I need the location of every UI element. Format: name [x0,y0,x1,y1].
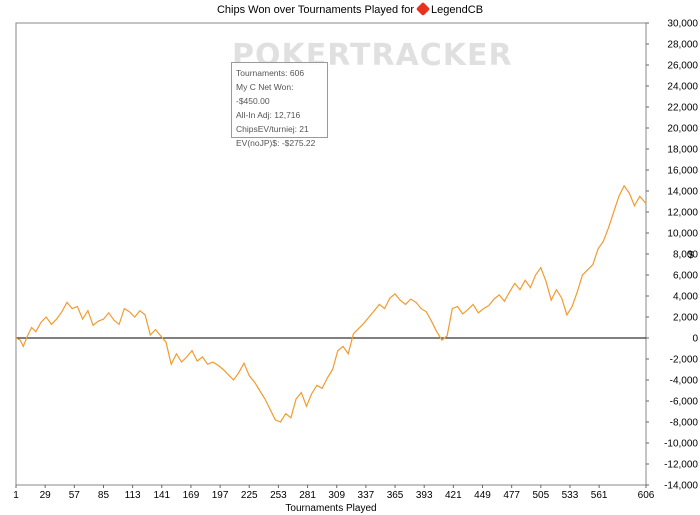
x-tick-label: 449 [474,490,491,501]
x-tick-label: 85 [98,490,110,501]
x-tick-label: 477 [503,490,520,501]
x-tick-label: 253 [270,490,287,501]
y-tick-label: -12,000 [664,460,698,471]
y-tick-label: -4,000 [670,376,699,387]
x-tick-label: 113 [125,490,141,501]
stats-tooltip: Tournaments: 606 My C Net Won: -$450.00 … [231,62,328,148]
x-tick-label: 393 [416,490,433,501]
x-axis: 1 29 57 85 113 141 169 197 225 253 281 309 337 365 393… [13,485,655,501]
y-axis-title: $ [688,250,694,261]
y-tick-label: 6,000 [673,271,698,282]
x-tick-label: 169 [183,490,200,501]
x-axis-title: Tournaments Played [285,503,376,514]
x-tick-label: 225 [241,490,258,501]
tooltip-line-tournaments: Tournaments: 606 [236,68,305,78]
x-tick-label: 533 [562,490,579,501]
y-tick-label: -2,000 [670,355,699,366]
tooltip-line-ev: EV(noJP)$: -$275.22 [236,138,316,148]
y-tick-label: 0 [692,334,698,345]
tooltip-line-allin-adj: All-In Adj: 12,716 [236,110,301,120]
player-name: LegendCB [431,4,484,16]
x-tick-label: 29 [40,490,52,501]
y-tick-label: -10,000 [664,439,698,450]
y-tick-label: 2,000 [673,313,698,324]
x-tick-label: 337 [358,490,375,501]
x-tick-label: 309 [328,490,345,501]
chart-title-text: Chips Won over Tournaments Played for [216,4,415,16]
x-tick-label: 197 [212,490,229,501]
x-tick-label: 561 [591,490,608,501]
tooltip-line-chipsev: ChipsEV/turniej: 21 [236,124,309,134]
x-tick-label: 606 [638,490,655,501]
x-tick-label: 141 [153,490,170,501]
x-tick-label: 421 [445,490,462,501]
y-tick-label: 16,000 [667,166,698,177]
y-tick-label: 20,000 [667,124,698,135]
x-tick-label: 57 [69,490,81,501]
x-tick-label: 1 [13,490,19,501]
y-tick-label: 18,000 [667,145,698,156]
tooltip-line-net-won: My C Net Won: -$450.00 [236,82,294,106]
y-tick-label: 14,000 [667,187,698,198]
y-tick-label: -6,000 [670,397,699,408]
y-tick-label: -14,000 [664,481,698,492]
y-tick-label: 28,000 [667,40,698,51]
y-tick-label: 12,000 [667,208,698,219]
chart-title: Chips Won over Tournaments Played for Leg… [0,1,700,17]
y-tick-label: 22,000 [667,103,698,114]
y-tick-label: 26,000 [667,61,698,72]
plot-frame [15,22,647,486]
y-tick-label: 24,000 [667,82,698,93]
y-tick-label: 10,000 [667,229,698,240]
x-tick-label: 505 [532,490,549,501]
y-tick-label: 8,000 [673,250,698,261]
x-tick-label: 281 [299,490,316,501]
series-line-chips [15,184,647,423]
x-tick-label: 365 [387,490,404,501]
y-tick-label: 4,000 [673,292,698,303]
y-tick-label: -8,000 [670,418,699,429]
y-tick-label: 30,000 [667,19,698,30]
y-axis: 30,000 28,000 26,000 24,000 22,000 20,000 18,0… [646,19,698,492]
